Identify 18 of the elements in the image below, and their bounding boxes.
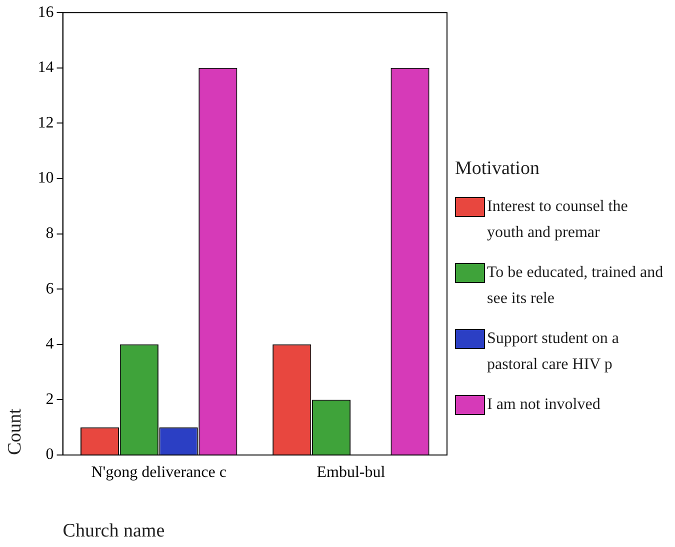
legend-label: I am not involved bbox=[487, 395, 602, 415]
y-tick-label: 14 bbox=[38, 59, 54, 76]
y-tick-label: 8 bbox=[46, 225, 54, 242]
x-tick-label: Embul-bul bbox=[316, 464, 386, 481]
y-tick-label: 12 bbox=[38, 114, 54, 132]
x-tick-label: N'gong deliverance c bbox=[91, 464, 226, 481]
legend-label: To be educated, trained and see its rele bbox=[487, 263, 664, 309]
y-tick-label: 2 bbox=[46, 390, 54, 408]
legend-label: Support student on a pastoral care HIV p bbox=[487, 329, 620, 375]
y-axis-title: Count bbox=[4, 408, 26, 455]
y-tick-label: 4 bbox=[46, 336, 54, 353]
legend-title: Motivation bbox=[455, 158, 540, 180]
y-tick-label: 6 bbox=[46, 280, 54, 298]
y-tick-label: 10 bbox=[38, 170, 54, 187]
legend-label: Interest to counsel the youth and premar bbox=[487, 197, 629, 243]
y-tick-label: 0 bbox=[46, 446, 54, 464]
y-tick-label: 16 bbox=[38, 4, 54, 21]
x-axis-title: Church name bbox=[62, 520, 165, 542]
